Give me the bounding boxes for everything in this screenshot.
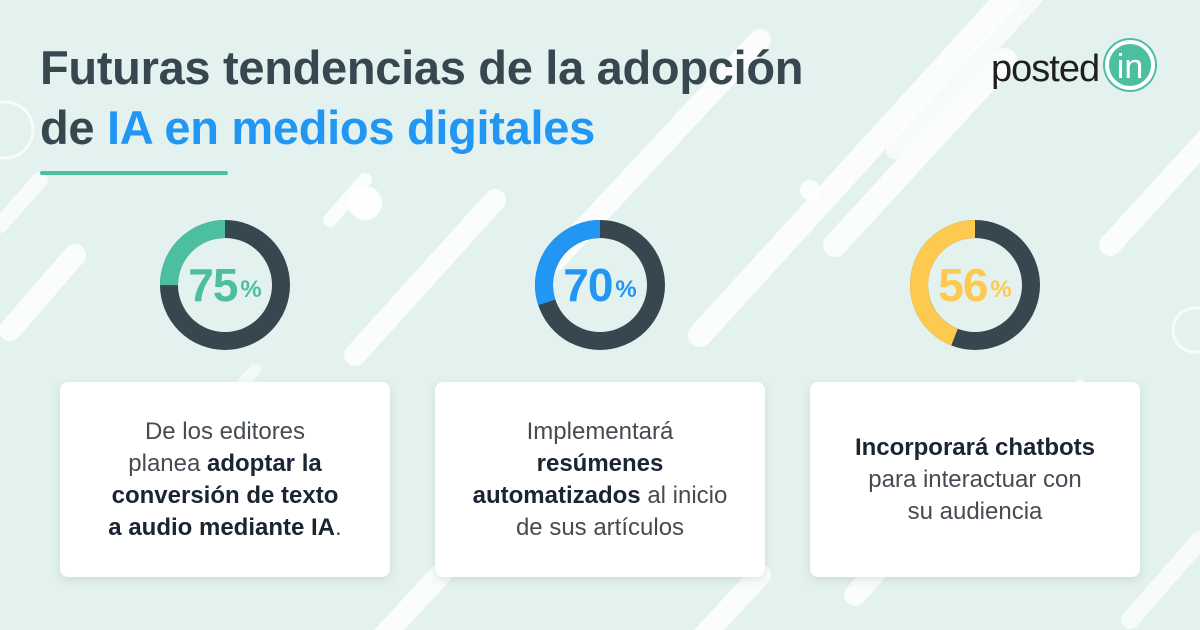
percent-value: 56 bbox=[938, 259, 988, 311]
body-text: al inicio bbox=[640, 481, 728, 509]
emphasized-text: Incorporará chatbots bbox=[854, 433, 1096, 461]
stat-description: De los editores planea adoptar la conversi… bbox=[108, 416, 341, 544]
logo-badge: in bbox=[1105, 40, 1155, 90]
percent-ring-3: 56% bbox=[905, 215, 1045, 355]
percent-label: 56% bbox=[905, 215, 1045, 355]
ring-graphic bbox=[535, 220, 665, 350]
title-line-2-accent: IA en medios digitales bbox=[107, 101, 595, 154]
stat-card-3: Incorporará chatbots para interactuar con… bbox=[810, 382, 1140, 577]
stat-description: Implementará resúmenes automatizados al in… bbox=[473, 416, 728, 544]
emphasized-text: adoptar la bbox=[207, 449, 322, 477]
ring-graphic bbox=[910, 220, 1040, 350]
title-underline bbox=[40, 171, 228, 175]
emphasized-text: conversión de texto bbox=[111, 481, 339, 509]
percent-value: 70 bbox=[563, 259, 613, 311]
percent-ring-1: 75% bbox=[155, 215, 295, 355]
body-text: Implementará bbox=[526, 417, 674, 445]
emphasized-text: automatizados bbox=[472, 481, 641, 509]
stat-card-2: Implementará resúmenes automatizados al in… bbox=[435, 382, 765, 577]
ring-highlight-arc bbox=[160, 220, 290, 350]
percent-sign: % bbox=[240, 276, 262, 303]
percent-label: 70% bbox=[530, 215, 670, 355]
percent-sign: % bbox=[990, 276, 1012, 303]
title-line-2-prefix: de bbox=[40, 101, 108, 154]
percent-label: 75% bbox=[155, 215, 295, 355]
title-line-1: Futuras tendencias de la adopción bbox=[40, 41, 804, 94]
body-text: . bbox=[335, 513, 342, 541]
stat-card-1: De los editores planea adoptar la conversi… bbox=[60, 382, 390, 577]
body-text: su audiencia bbox=[907, 497, 1043, 525]
percent-value: 75 bbox=[188, 259, 238, 311]
body-text: De los editores bbox=[144, 417, 306, 445]
page-title: Futuras tendencias de la adopción de IA … bbox=[40, 38, 803, 158]
stat-description: Incorporará chatbots para interactuar con… bbox=[855, 432, 1095, 528]
logo-wordmark: posted bbox=[991, 48, 1100, 90]
body-text: de sus artículos bbox=[515, 513, 685, 541]
emphasized-text: resúmenes bbox=[536, 449, 664, 477]
ring-graphic bbox=[160, 220, 290, 350]
ring-highlight-arc bbox=[535, 220, 665, 350]
percent-sign: % bbox=[615, 276, 637, 303]
body-text: para interactuar con bbox=[868, 465, 1082, 493]
body-text: planea bbox=[128, 449, 208, 477]
ring-highlight-arc bbox=[910, 220, 1040, 350]
emphasized-text: a audio mediante IA bbox=[108, 513, 336, 541]
percent-ring-2: 70% bbox=[530, 215, 670, 355]
